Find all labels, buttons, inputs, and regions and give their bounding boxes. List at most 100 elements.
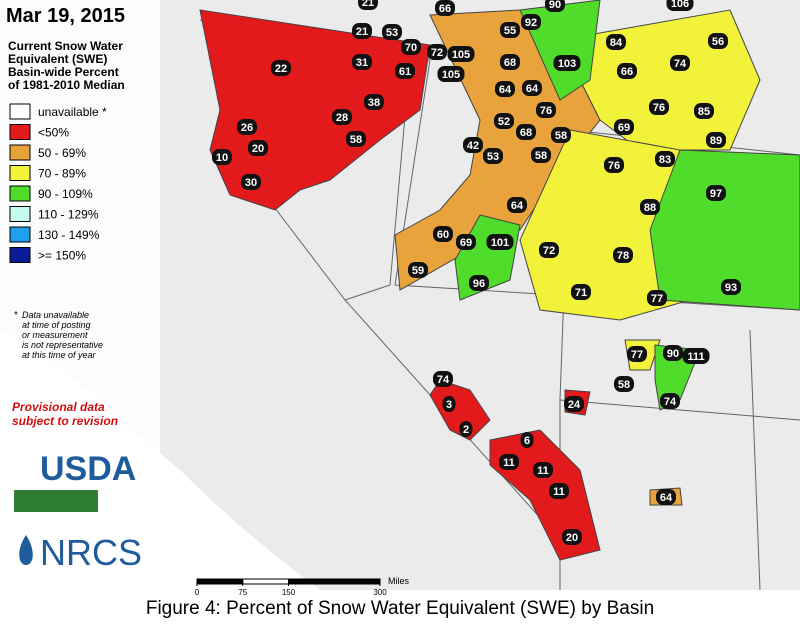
basin-value: 11 [553,486,565,498]
basin-value: 83 [659,154,671,166]
basin-badge [522,80,542,96]
legend-label: unavailable * [38,105,107,119]
basin-badge [483,148,503,164]
basin-area [649,149,800,311]
basin-badge [382,24,402,40]
legend-label: 90 - 109% [38,187,93,201]
usda-logo: USDA [40,450,136,488]
basin-value: 42 [467,140,479,152]
basin-value: 105 [442,69,460,81]
map-date: Mar 19, 2015 [6,5,125,27]
basin-badge [494,113,514,129]
basin-badge [212,149,232,165]
basin-badge [551,127,571,143]
legend-swatch [9,124,31,140]
basin-value: 84 [610,37,623,49]
basin-area [199,9,431,211]
basin-value: 74 [674,58,687,70]
provisional-note: Provisional data [12,400,105,414]
basin-value: 3 [446,399,452,411]
basin-badge [614,119,634,135]
legend-swatch [9,165,31,181]
basin-value: 69 [460,237,472,249]
basin-value: 26 [241,122,253,134]
basin-value: 61 [399,66,411,78]
basin-badge [617,63,637,79]
basin-value: 106 [671,0,689,10]
basin-value: 76 [653,102,665,114]
legend-title: Current Snow Water [8,39,123,53]
basin-badge [248,140,268,156]
basin-badge [649,99,669,115]
basin-value: 68 [520,127,532,139]
basin-badge [332,109,352,125]
basin-value: 72 [431,47,443,59]
basin-value: 85 [698,106,710,118]
basin-badge [706,185,726,201]
scale-unit: Miles [388,576,410,586]
basin-value: 21 [356,26,368,38]
caption: Figure 4: Percent of Snow Water Equivale… [146,598,654,619]
footnote-line: at time of posting [22,320,91,330]
basin-badge [433,226,453,242]
legend-swatch [9,206,31,222]
basin-badge [656,489,676,505]
basin-badge [395,63,415,79]
basin-value: 96 [473,278,485,290]
basin-value: 101 [491,237,509,249]
basin-badge [545,0,565,12]
basin-value: 52 [498,116,510,128]
basin-badge [520,432,534,448]
basin-value: 77 [651,293,663,305]
basin-badge [694,103,714,119]
basin-badge [495,81,515,97]
basin-value: 71 [575,287,587,299]
usda-stripes [14,490,98,512]
basin-value: 70 [405,42,417,54]
basin-badge [640,199,660,215]
scale-label: 150 [282,588,296,597]
basin-value: 68 [504,57,516,69]
basin-badge [660,393,680,409]
basin-badge [531,147,551,163]
nrcs-drop [19,535,33,565]
basin-value: 66 [621,66,633,78]
basin-badge [469,275,489,291]
footnote-marker: * [14,310,18,321]
basin-value: 88 [644,202,656,214]
basin-value: 92 [525,17,537,29]
basin-badge [606,34,626,50]
basin-badge [427,44,447,60]
basin-value: 64 [660,492,673,504]
basin-badge [352,23,372,39]
basin-value: 69 [618,122,630,134]
basin-value: 38 [368,97,380,109]
basin-badge [516,124,536,140]
legend-label: 50 - 69% [38,146,86,160]
basin-value: 20 [566,532,578,544]
basin-badge [437,66,465,82]
basin-badge [364,94,384,110]
basin-value: 90 [549,0,561,11]
basin-badge [521,14,541,30]
basin-value: 58 [618,379,630,391]
basin-value: 97 [710,188,722,200]
basin-value: 72 [543,245,555,257]
basin-badge [614,376,634,392]
basin-badge [647,290,667,306]
basin-badge [539,242,559,258]
basin-badge [670,55,690,71]
legend-swatch [9,144,31,161]
legend-label: 130 - 149% [38,228,100,242]
basin-badge [435,0,455,16]
legend-swatch [9,226,31,243]
basin-value: 2 [463,424,469,436]
basin-value: 74 [664,396,677,408]
scale-label: 75 [238,588,247,597]
basin-value: 59 [412,265,424,277]
basin-value: 64 [511,200,524,212]
basin-value: 111 [687,351,704,363]
